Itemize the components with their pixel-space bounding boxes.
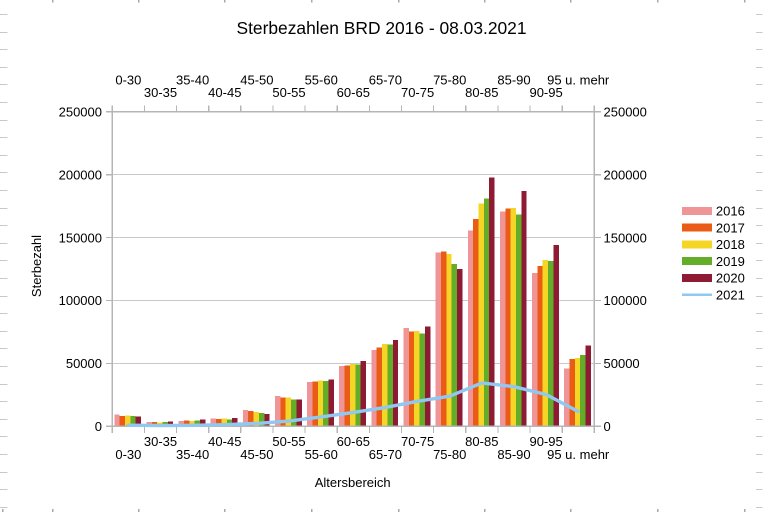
svg-text:40-45: 40-45 <box>208 434 241 449</box>
svg-text:85-90: 85-90 <box>497 73 530 88</box>
svg-text:200000: 200000 <box>59 167 102 182</box>
svg-text:50-55: 50-55 <box>272 434 305 449</box>
svg-text:95 u. mehr: 95 u. mehr <box>547 73 610 88</box>
svg-text:75-80: 75-80 <box>433 447 466 462</box>
svg-text:45-50: 45-50 <box>240 447 273 462</box>
svg-text:90-95: 90-95 <box>529 85 562 100</box>
svg-text:60-65: 60-65 <box>337 434 370 449</box>
svg-text:2019: 2019 <box>716 254 745 269</box>
svg-text:65-70: 65-70 <box>369 447 402 462</box>
svg-text:40-45: 40-45 <box>208 85 241 100</box>
svg-text:80-85: 80-85 <box>465 85 498 100</box>
svg-text:90-95: 90-95 <box>529 434 562 449</box>
svg-text:250000: 250000 <box>604 105 647 120</box>
svg-text:50-55: 50-55 <box>272 85 305 100</box>
svg-text:35-40: 35-40 <box>176 73 209 88</box>
svg-text:Sterbezahlen BRD 2016 - 08.03.: Sterbezahlen BRD 2016 - 08.03.2021 <box>236 18 526 38</box>
svg-text:60-65: 60-65 <box>337 85 370 100</box>
svg-text:30-35: 30-35 <box>144 85 177 100</box>
svg-text:70-75: 70-75 <box>401 434 434 449</box>
svg-text:45-50: 45-50 <box>240 73 273 88</box>
svg-text:85-90: 85-90 <box>497 447 530 462</box>
svg-text:75-80: 75-80 <box>433 73 466 88</box>
svg-text:70-75: 70-75 <box>401 85 434 100</box>
svg-text:50000: 50000 <box>66 356 102 371</box>
svg-text:35-40: 35-40 <box>176 447 209 462</box>
svg-text:30-35: 30-35 <box>144 434 177 449</box>
svg-text:0-30: 0-30 <box>115 73 141 88</box>
svg-text:55-60: 55-60 <box>305 73 338 88</box>
svg-text:Sterbezahl: Sterbezahl <box>29 235 44 297</box>
svg-text:200000: 200000 <box>604 167 647 182</box>
svg-text:80-85: 80-85 <box>465 434 498 449</box>
svg-text:150000: 150000 <box>604 230 647 245</box>
svg-text:100000: 100000 <box>59 293 102 308</box>
svg-text:2020: 2020 <box>716 271 745 286</box>
svg-text:0-30: 0-30 <box>115 447 141 462</box>
svg-text:2017: 2017 <box>716 220 745 235</box>
svg-text:95 u. mehr: 95 u. mehr <box>547 447 610 462</box>
svg-text:0: 0 <box>95 419 102 434</box>
svg-text:Altersbereich: Altersbereich <box>315 475 391 490</box>
svg-text:150000: 150000 <box>59 230 102 245</box>
svg-text:0: 0 <box>604 419 611 434</box>
svg-text:2016: 2016 <box>716 204 745 219</box>
svg-text:65-70: 65-70 <box>369 73 402 88</box>
svg-text:2018: 2018 <box>716 237 745 252</box>
svg-text:2021: 2021 <box>716 287 745 302</box>
svg-text:250000: 250000 <box>59 105 102 120</box>
svg-text:100000: 100000 <box>604 293 647 308</box>
svg-text:55-60: 55-60 <box>305 447 338 462</box>
svg-text:50000: 50000 <box>604 356 640 371</box>
